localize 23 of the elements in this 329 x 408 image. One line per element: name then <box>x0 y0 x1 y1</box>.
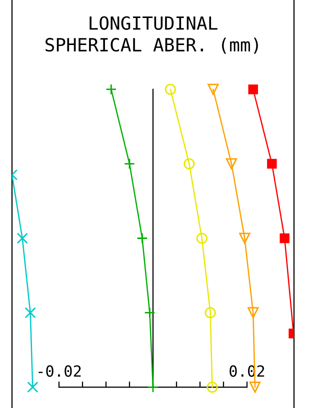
point <box>24 307 36 318</box>
point <box>16 232 28 244</box>
point <box>144 307 156 318</box>
point <box>280 233 290 244</box>
point <box>267 158 277 169</box>
point <box>124 158 136 170</box>
point <box>106 84 117 95</box>
point <box>27 382 38 393</box>
point <box>196 232 208 244</box>
point <box>204 307 216 318</box>
point <box>164 84 176 95</box>
point <box>147 382 159 393</box>
point <box>249 382 261 393</box>
point <box>239 232 250 244</box>
point <box>248 307 259 318</box>
point <box>136 232 148 244</box>
x-tick-label: -0.02 <box>38 365 81 377</box>
chart-title: LONGITUDINAL SPHERICAL ABER. (mm) <box>46 16 258 54</box>
point <box>248 84 258 94</box>
point <box>206 382 218 393</box>
point <box>208 84 219 95</box>
point <box>226 158 238 170</box>
point <box>184 158 195 170</box>
